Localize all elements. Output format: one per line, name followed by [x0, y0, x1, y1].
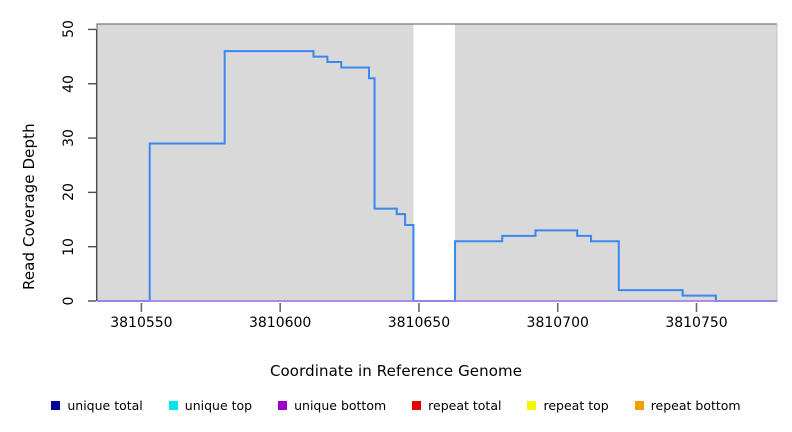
legend-swatch-icon-0 [51, 401, 61, 410]
legend-swatch-icon-5 [634, 401, 644, 410]
y-tick-label-1: 10 [61, 237, 77, 256]
legend-item-repeat-total[interactable]: repeat total [412, 398, 501, 413]
legend-label-2: unique bottom [294, 398, 387, 413]
y-tick-label-4: 40 [61, 74, 77, 93]
legend-label-1: unique top [184, 398, 253, 413]
chart-legend: unique total unique top unique bottom repea… [0, 398, 792, 413]
legend-item-repeat-top[interactable]: repeat top [527, 398, 609, 413]
plot-axes [88, 28, 698, 312]
legend-label-4: repeat top [543, 398, 609, 413]
legend-item-unique-top[interactable]: unique top [168, 398, 253, 413]
legend-label-3: repeat total [428, 398, 502, 413]
legend-swatch-icon-3 [412, 401, 422, 410]
y-tick-label-2: 20 [61, 183, 77, 202]
legend-swatch-icon-2 [278, 401, 288, 410]
y-tick-label-0: 0 [61, 296, 77, 306]
legend-label-0: unique total [67, 398, 143, 413]
y-tick-label-3: 30 [61, 129, 77, 147]
data-series-group [97, 50, 777, 302]
legend-swatch-icon-4 [527, 401, 537, 410]
x-tick-label-0: 3810550 [110, 315, 173, 331]
y-axis-title: Read Coverage Depth [20, 123, 38, 290]
x-tick-label-2: 3810650 [387, 315, 451, 331]
y-tick-label-5: 50 [61, 20, 77, 39]
legend-label-5: repeat bottom [650, 398, 741, 413]
x-axis-title: Coordinate in Reference Genome [269, 362, 523, 380]
x-tick-label-1: 3810600 [248, 315, 312, 331]
x-tick-label-3: 3810700 [526, 315, 589, 331]
legend-item-unique-bottom[interactable]: unique bottom [278, 398, 386, 413]
legend-swatch-icon-1 [168, 401, 178, 410]
legend-item-repeat-bottom[interactable]: repeat bottom [634, 398, 741, 413]
plot-panel [96, 23, 778, 302]
x-tick-label-4: 3810750 [665, 315, 728, 331]
coverage-gap-region [413, 24, 456, 301]
legend-item-unique-total[interactable]: unique total [51, 398, 143, 413]
series-line-unique-total [97, 50, 777, 302]
